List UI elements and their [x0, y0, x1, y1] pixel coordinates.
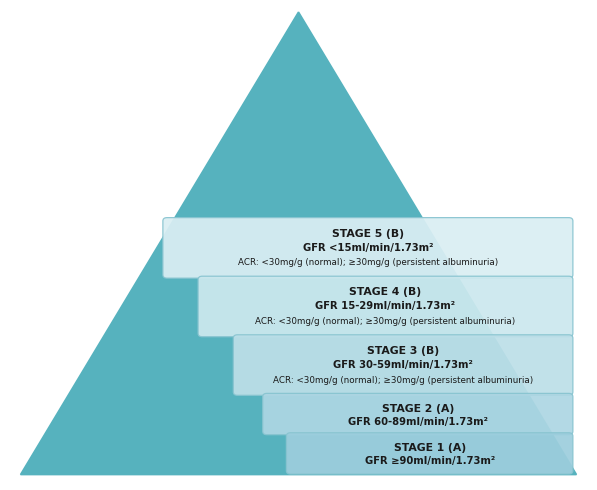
Text: ACR: <30mg/g (normal); ≥30mg/g (persistent albuminuria): ACR: <30mg/g (normal); ≥30mg/g (persiste…	[256, 317, 516, 326]
FancyBboxPatch shape	[163, 218, 573, 278]
FancyBboxPatch shape	[198, 276, 573, 337]
Text: GFR 30-59ml/min/1.73m²: GFR 30-59ml/min/1.73m²	[333, 360, 473, 370]
FancyBboxPatch shape	[233, 335, 573, 395]
Text: STAGE 5 (B): STAGE 5 (B)	[332, 229, 404, 239]
Text: ACR: <30mg/g (normal); ≥30mg/g (persistent albuminuria): ACR: <30mg/g (normal); ≥30mg/g (persiste…	[273, 376, 533, 385]
Polygon shape	[20, 12, 577, 474]
Text: GFR 15-29ml/min/1.73m²: GFR 15-29ml/min/1.73m²	[315, 301, 456, 312]
FancyBboxPatch shape	[263, 393, 573, 435]
Text: STAGE 2 (A): STAGE 2 (A)	[381, 404, 454, 414]
Text: GFR ≥90ml/min/1.73m²: GFR ≥90ml/min/1.73m²	[365, 456, 495, 466]
Text: GFR 60-89ml/min/1.73m²: GFR 60-89ml/min/1.73m²	[348, 416, 488, 427]
Text: STAGE 3 (B): STAGE 3 (B)	[367, 346, 439, 356]
FancyBboxPatch shape	[287, 433, 573, 474]
Text: ACR: <30mg/g (normal); ≥30mg/g (persistent albuminuria): ACR: <30mg/g (normal); ≥30mg/g (persiste…	[238, 258, 498, 268]
Text: STAGE 4 (B): STAGE 4 (B)	[349, 288, 421, 297]
Text: STAGE 1 (A): STAGE 1 (A)	[393, 443, 466, 453]
Text: GFR <15ml/min/1.73m²: GFR <15ml/min/1.73m²	[303, 243, 433, 253]
